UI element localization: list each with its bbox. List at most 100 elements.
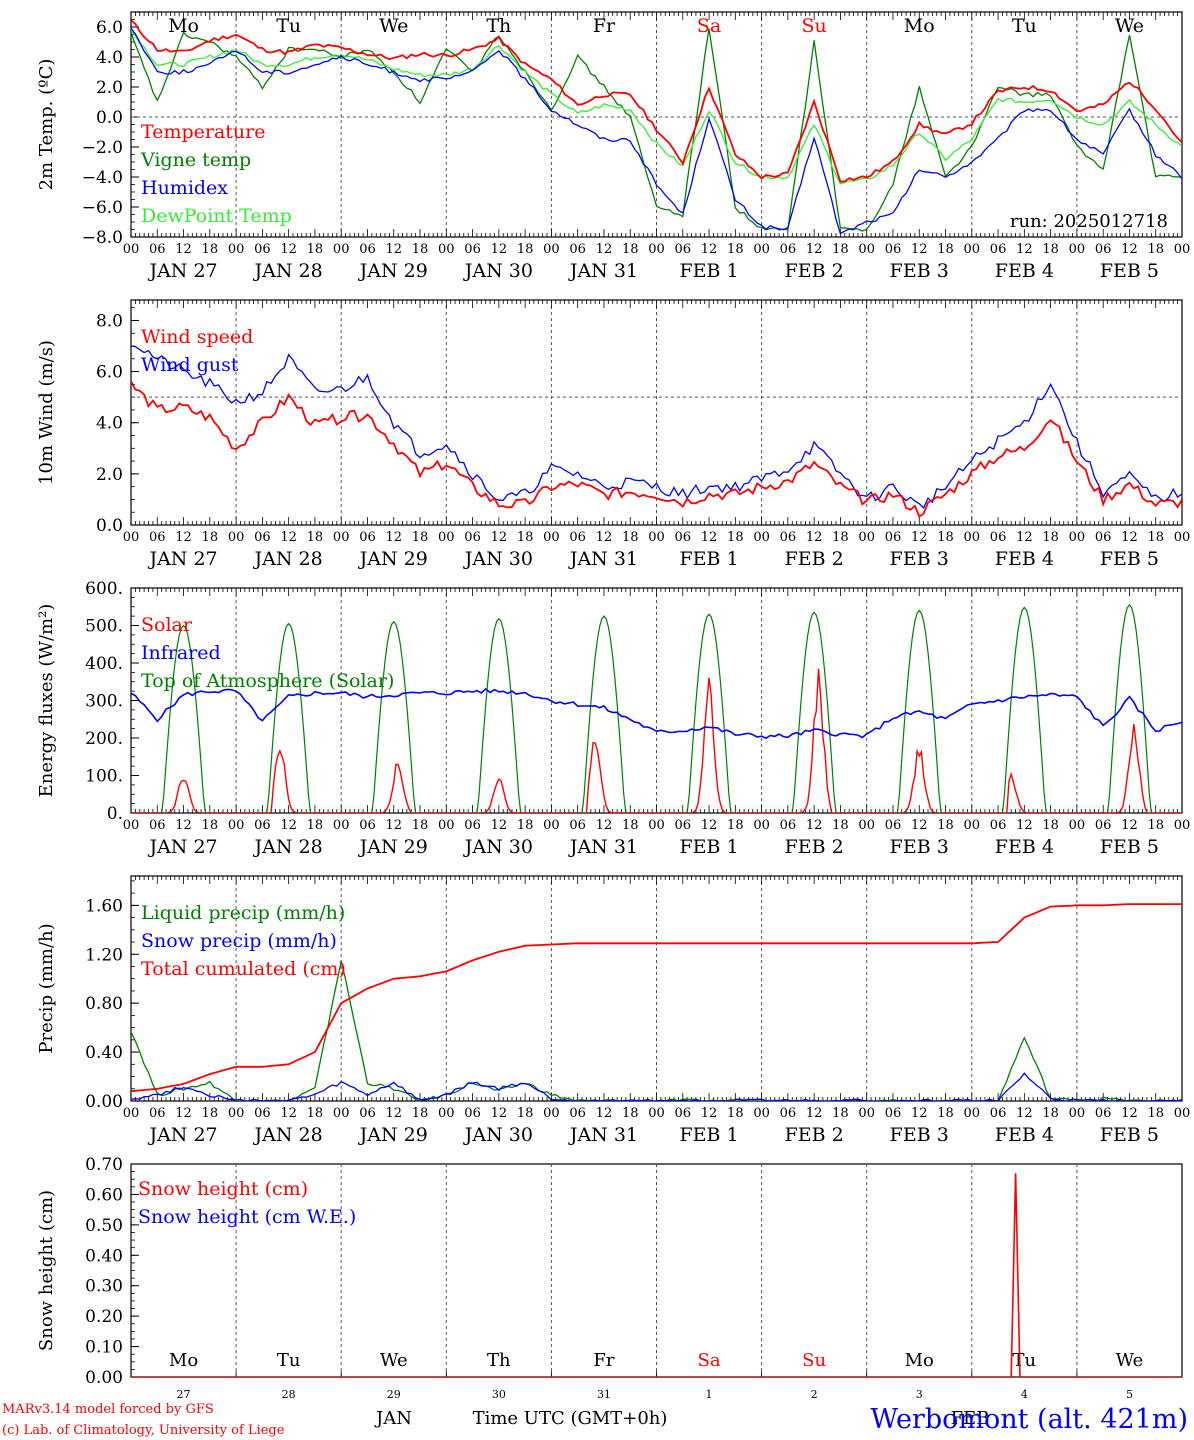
hour-tick-label: 12 xyxy=(491,530,508,545)
hour-tick-label: 06 xyxy=(990,530,1007,545)
hour-tick-label: 18 xyxy=(1042,530,1059,545)
hour-tick-label: 12 xyxy=(280,818,297,833)
hour-tick-label: 06 xyxy=(254,530,271,545)
hour-tick-label: 06 xyxy=(780,242,797,257)
y-tick-label: 0. xyxy=(107,804,123,824)
hour-tick-label: 06 xyxy=(254,1106,271,1121)
hour-tick-label: 12 xyxy=(1121,818,1138,833)
y-tick-label: 0.70 xyxy=(85,1155,123,1175)
weekday-label: Su xyxy=(802,15,827,37)
hour-tick-label: 06 xyxy=(464,1106,481,1121)
hour-tick-label: 18 xyxy=(937,818,954,833)
hour-tick-label: 06 xyxy=(569,818,586,833)
hour-tick-label: 18 xyxy=(832,1106,849,1121)
hour-tick-label: 00 xyxy=(123,530,140,545)
hour-tick-label: 00 xyxy=(1069,818,1086,833)
legend-entry: Snow height (cm) xyxy=(138,1178,308,1200)
date-label: FEB 2 xyxy=(785,548,844,570)
hour-tick-label: 12 xyxy=(175,1106,192,1121)
hour-tick-label: 00 xyxy=(123,818,140,833)
hour-tick-label: 06 xyxy=(254,242,271,257)
date-label: FEB 1 xyxy=(679,548,738,570)
legend-entry: Wind gust xyxy=(141,354,239,376)
hour-tick-label: 00 xyxy=(333,818,350,833)
date-label: JAN 27 xyxy=(147,260,217,282)
date-label: JAN 28 xyxy=(253,548,323,570)
date-label: FEB 3 xyxy=(890,836,949,858)
hour-tick-label: 18 xyxy=(937,242,954,257)
date-label: JAN 27 xyxy=(147,836,217,858)
hour-tick-label: 06 xyxy=(990,818,1007,833)
legend-entry: Infrared xyxy=(141,642,221,664)
date-label: FEB 1 xyxy=(679,1124,738,1146)
weekday-label: Mo xyxy=(169,1350,198,1371)
hour-tick-label: 06 xyxy=(464,818,481,833)
weekday-label: We xyxy=(380,1350,408,1371)
date-label: JAN 31 xyxy=(568,260,638,282)
legend-entry: DewPoint Temp xyxy=(141,205,292,227)
y-tick-label: −8.0 xyxy=(82,228,123,248)
hour-tick-label: 18 xyxy=(832,818,849,833)
hour-tick-label: 00 xyxy=(1069,530,1086,545)
date-label: JAN 30 xyxy=(463,1124,533,1146)
panel-2: 00 06 12 18 00 06 12 18 00 06 12 18 00 06 12 18 00 06 12 18… xyxy=(36,299,1190,570)
hour-tick-label: 00 xyxy=(753,1106,770,1121)
y-tick-label: 0.40 xyxy=(85,1246,123,1266)
series-temperature-line xyxy=(131,19,1182,183)
hour-tick-label: 12 xyxy=(175,818,192,833)
legend-entry: Temperature xyxy=(141,121,265,143)
hour-tick-label: 06 xyxy=(464,242,481,257)
hour-tick-label: 18 xyxy=(622,818,639,833)
hour-tick-label: 06 xyxy=(359,530,376,545)
hour-tick-label: 00 xyxy=(228,530,245,545)
hour-tick-label: 12 xyxy=(701,530,718,545)
date-label: FEB 5 xyxy=(1100,1124,1159,1146)
hour-tick-label: 06 xyxy=(885,818,902,833)
hour-tick-label: 12 xyxy=(1121,1106,1138,1121)
hour-tick-label: 06 xyxy=(149,818,166,833)
series-liquid-precip-mm-h-line xyxy=(131,961,1182,1101)
weekday-label: Th xyxy=(487,1350,511,1371)
hour-tick-label: 00 xyxy=(964,242,981,257)
hour-tick-label: 18 xyxy=(727,530,744,545)
hour-tick-label: 18 xyxy=(622,530,639,545)
hour-tick-label: 18 xyxy=(202,242,219,257)
hour-tick-label: 18 xyxy=(412,530,429,545)
plot-frame xyxy=(130,299,1183,526)
hour-tick-label: 12 xyxy=(385,530,402,545)
hour-tick-label: 06 xyxy=(1095,530,1112,545)
legend-entry: Top of Atmosphere (Solar) xyxy=(141,670,394,692)
hour-tick-label: 18 xyxy=(727,818,744,833)
hour-tick-label: 06 xyxy=(885,530,902,545)
hour-tick-label: 12 xyxy=(280,530,297,545)
date-label: FEB 5 xyxy=(1100,260,1159,282)
hour-tick-label: 12 xyxy=(385,242,402,257)
date-label: FEB 2 xyxy=(785,260,844,282)
hour-tick-label: 00 xyxy=(438,530,455,545)
date-label: FEB 4 xyxy=(995,548,1054,570)
y-axis-label: Snow height (cm) xyxy=(36,1190,57,1351)
hour-tick-label: 12 xyxy=(385,1106,402,1121)
weekday-label: We xyxy=(379,15,408,37)
footer-lab: (c) Lab. of Climatology, University of L… xyxy=(2,1423,285,1438)
hour-tick-label: 12 xyxy=(1121,242,1138,257)
hour-tick-label: 12 xyxy=(806,818,823,833)
hour-tick-label: 18 xyxy=(202,818,219,833)
weekday-label: Th xyxy=(486,15,511,37)
hour-tick-label: 18 xyxy=(517,818,534,833)
hour-tick-label: 00 xyxy=(648,242,665,257)
hour-tick-label: 06 xyxy=(780,818,797,833)
hour-tick-label: 00 xyxy=(543,242,560,257)
hour-tick-label: 12 xyxy=(701,242,718,257)
hour-tick-label: 00 xyxy=(753,818,770,833)
day-number-label: 4 xyxy=(1021,1388,1028,1401)
legend-entry: Snow precip (mm/h) xyxy=(141,930,337,952)
date-label: FEB 4 xyxy=(995,1124,1054,1146)
date-label: JAN 31 xyxy=(568,836,638,858)
series-snow-height-line xyxy=(131,1173,1182,1377)
hour-tick-label: 18 xyxy=(412,242,429,257)
hour-tick-label: 00 xyxy=(1174,242,1191,257)
hour-tick-label: 12 xyxy=(596,1106,613,1121)
hour-tick-label: 06 xyxy=(1095,1106,1112,1121)
hour-tick-label: 00 xyxy=(648,818,665,833)
